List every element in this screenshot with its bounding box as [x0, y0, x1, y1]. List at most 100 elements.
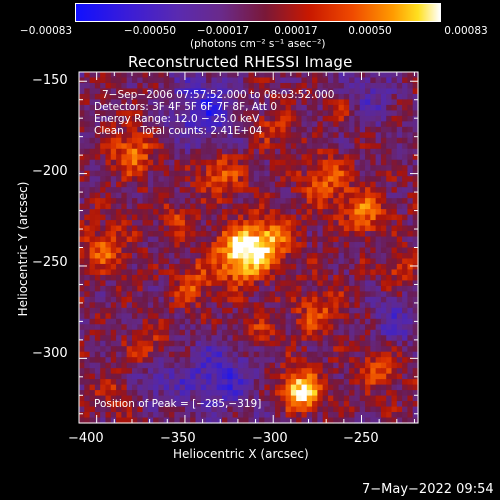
heatmap-cell — [264, 280, 271, 287]
heatmap-cell — [322, 77, 329, 84]
heatmap-cell — [296, 72, 303, 79]
heatmap-cell — [79, 247, 85, 254]
heatmap-cell — [163, 203, 170, 210]
heatmap-cell — [169, 357, 175, 364]
heatmap-cell — [306, 104, 313, 111]
heatmap-cell — [285, 280, 292, 287]
heatmap-cell — [343, 362, 350, 369]
heatmap-cell — [349, 82, 356, 90]
heatmap-cell — [370, 176, 377, 183]
heatmap-cell — [243, 121, 250, 128]
heatmap-cell — [359, 384, 366, 391]
heatmap-cell — [131, 351, 138, 358]
heatmap-cell — [285, 401, 292, 408]
heatmap-cell — [312, 72, 318, 79]
heatmap-cell — [402, 165, 409, 172]
heatmap-cell — [269, 132, 276, 139]
heatmap-cell — [380, 77, 387, 84]
heatmap-cell — [216, 346, 223, 353]
heatmap-cell — [121, 252, 128, 260]
heatmap-cell — [137, 225, 144, 232]
heatmap-cell — [216, 296, 223, 303]
heatmap-cell — [163, 384, 170, 391]
heatmap-cell — [259, 242, 265, 249]
heatmap-cell — [179, 291, 186, 298]
heatmap-cell — [153, 258, 160, 265]
heatmap-cell — [407, 406, 414, 413]
heatmap-cell — [317, 395, 324, 402]
heatmap-cell — [338, 225, 345, 232]
heatmap-cell — [365, 340, 371, 347]
heatmap-cell — [216, 307, 223, 314]
heatmap-cell — [100, 126, 107, 133]
heatmap-cell — [370, 143, 377, 150]
heatmap-cell — [116, 401, 122, 408]
heatmap-cell — [237, 247, 244, 254]
heatmap-cell — [216, 148, 223, 155]
heatmap-cell — [359, 236, 366, 243]
heatmap-cell — [222, 269, 228, 276]
heatmap-cell — [121, 368, 128, 375]
heatmap-cell — [380, 263, 387, 271]
heatmap-cell — [349, 154, 356, 161]
heatmap-cell — [327, 121, 334, 128]
heatmap-cell — [349, 99, 356, 106]
heatmap-cell — [137, 401, 144, 408]
heatmap-cell — [349, 203, 356, 210]
heatmap-cell — [206, 252, 213, 260]
heatmap-cell — [195, 362, 202, 369]
heatmap-cell — [100, 346, 107, 353]
heatmap-cell — [169, 285, 175, 292]
heatmap-cell — [312, 170, 318, 177]
heatmap-cell — [190, 192, 197, 199]
heatmap-cell — [280, 318, 287, 325]
heatmap-cell — [84, 225, 91, 232]
heatmap-cell — [142, 252, 149, 260]
heatmap-cell — [131, 291, 138, 298]
heatmap-cell — [237, 357, 244, 364]
heatmap-cell — [370, 390, 377, 397]
heatmap-cell — [227, 209, 234, 216]
heatmap-cell — [169, 307, 175, 314]
heatmap-cell — [269, 72, 276, 79]
heatmap-cell — [237, 379, 244, 386]
heatmap-cell — [391, 390, 398, 397]
heatmap-cell — [206, 401, 213, 408]
heatmap-cell — [380, 296, 387, 303]
heatmap-cell — [296, 395, 303, 402]
heatmap-cell — [349, 121, 356, 128]
heatmap-cell — [333, 379, 340, 386]
heatmap-cell — [391, 274, 398, 281]
heatmap-cell — [184, 187, 191, 194]
heatmap-cell — [402, 318, 409, 325]
heatmap-cell — [174, 126, 181, 133]
heatmap-cell — [89, 121, 96, 128]
heatmap-cell — [407, 99, 414, 106]
heatmap-cell — [375, 406, 382, 413]
heatmap-cell — [105, 362, 112, 369]
heatmap-cell — [153, 154, 160, 161]
heatmap-cell — [301, 137, 308, 144]
heatmap-cell — [296, 412, 303, 419]
heatmap-cell — [269, 148, 276, 155]
heatmap-cell — [206, 390, 213, 397]
heatmap-cell — [359, 209, 366, 216]
heatmap-cell — [312, 187, 318, 194]
heatmap-cell — [237, 198, 244, 205]
heatmap-cell — [327, 209, 334, 216]
heatmap-cell — [94, 324, 101, 331]
heatmap-cell — [317, 329, 324, 336]
heatmap-cell — [195, 126, 202, 133]
heatmap-cell — [84, 384, 91, 391]
heatmap-cell — [195, 357, 202, 364]
heatmap-cell — [84, 252, 91, 260]
heatmap-cell — [147, 110, 154, 117]
heatmap-cell — [147, 390, 154, 397]
heatmap-cell — [232, 291, 239, 298]
heatmap-cell — [391, 110, 398, 117]
heatmap-cell — [195, 417, 202, 424]
heatmap-cell — [179, 115, 186, 122]
heatmap-cell — [174, 280, 181, 287]
heatmap-cell — [380, 313, 387, 320]
heatmap-cell — [169, 335, 175, 342]
